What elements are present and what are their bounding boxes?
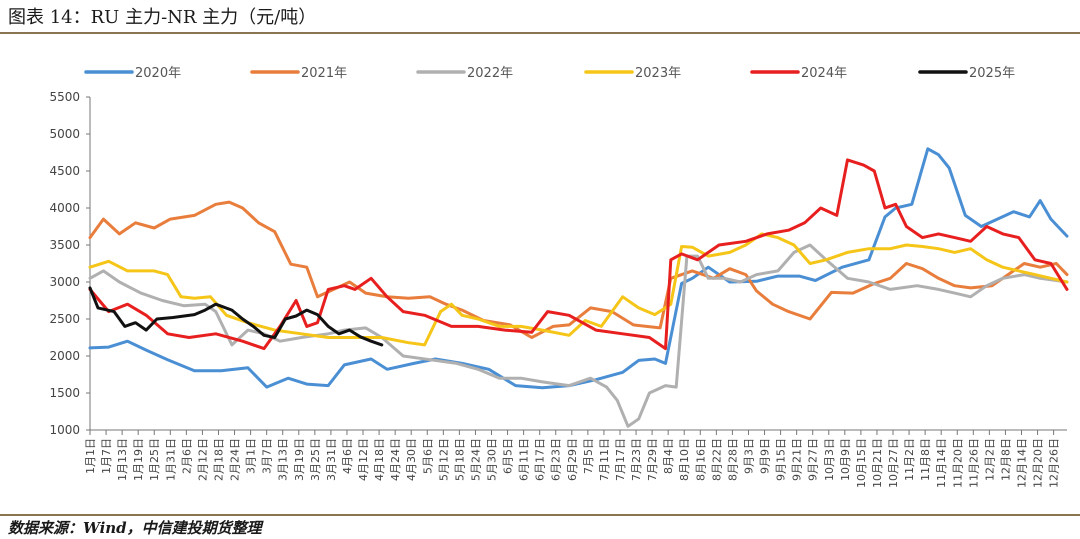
y-tick-label: 3000	[49, 275, 80, 289]
x-tick-label: 4月24日	[389, 438, 402, 481]
x-tick-label: 7月5日	[582, 438, 595, 474]
x-tick-label: 3月7日	[261, 438, 274, 474]
title-divider	[0, 32, 1080, 34]
x-tick-label: 1月7日	[100, 438, 113, 474]
x-tick-label: 4月18日	[373, 438, 386, 481]
x-tick-label: 1月19日	[132, 438, 145, 481]
legend-label-2025年: 2025年	[969, 66, 1015, 81]
x-tick-label: 3月13日	[277, 438, 290, 481]
x-tick-label: 7月29日	[646, 438, 659, 481]
x-tick-label: 5月18日	[453, 438, 466, 481]
x-tick-label: 2月6日	[180, 438, 193, 474]
y-tick-label: 3500	[49, 238, 80, 252]
x-tick-label: 12月2日	[983, 438, 996, 481]
y-tick-label: 1000	[49, 423, 80, 437]
x-tick-label: 9月3日	[742, 438, 755, 474]
x-tick-label: 9月27日	[807, 438, 820, 481]
line-chart: 2020年 2021年 2022年 2023年 2024年 2025年 1000 1500 2…	[49, 66, 1069, 488]
legend-label-2022年: 2022年	[467, 66, 513, 81]
x-tick-label: 3月1日	[245, 438, 258, 474]
series-line-2025年	[88, 286, 384, 347]
x-tick-label: 8月10日	[678, 438, 691, 481]
x-tick-label: 5月24日	[469, 438, 482, 481]
legend-label-2024年: 2024年	[801, 66, 847, 81]
series-line-2021年	[88, 200, 1069, 339]
x-tick-label: 3月25日	[309, 438, 322, 481]
legend-label-2021年: 2021年	[301, 66, 347, 81]
y-tick-label: 4500	[49, 164, 80, 178]
x-tick-label: 6月5日	[502, 438, 515, 474]
x-tick-label: 12月8日	[999, 438, 1012, 481]
legend: 2020年 2021年 2022年 2023年 2024年 2025年	[84, 66, 1015, 81]
x-tick-label: 2月12日	[196, 438, 209, 481]
x-tick-label: 1月31日	[164, 438, 177, 481]
x-axis: 1月1日 1月7日 1月13日 1月19日 1月25日 1月31日 2月6日 2月12日 2月1…	[84, 429, 1067, 488]
x-tick-label: 8月4日	[662, 438, 675, 474]
data-source: 数据来源：Wind，中信建投期货整理	[8, 519, 262, 537]
x-tick-label: 3月31日	[325, 438, 338, 481]
x-tick-label: 1月13日	[116, 438, 129, 481]
x-tick-label: 1月25日	[148, 438, 161, 481]
legend-label-2020年: 2020年	[135, 66, 181, 81]
x-tick-label: 6月23日	[550, 438, 563, 481]
x-tick-label: 3月19日	[293, 438, 306, 481]
series-layer	[88, 147, 1069, 428]
x-tick-label: 2月24日	[229, 438, 242, 481]
series-line-2020年	[88, 147, 1069, 390]
x-tick-label: 11月2日	[903, 438, 916, 481]
x-tick-label: 5月30日	[486, 438, 499, 481]
y-axis: 1000 1500 2000 2500 3000 3500 4000 4500 5000 5500	[49, 90, 91, 437]
y-tick-label: 5500	[49, 90, 80, 104]
x-tick-label: 6月11日	[518, 438, 531, 481]
x-tick-label: 8月16日	[694, 438, 707, 481]
x-tick-label: 10月27日	[887, 438, 900, 488]
x-tick-label: 7月23日	[630, 438, 643, 481]
y-tick-label: 4000	[49, 201, 80, 215]
x-tick-label: 8月28日	[726, 438, 739, 481]
x-tick-label: 7月17日	[614, 438, 627, 481]
x-tick-label: 9月21日	[791, 438, 804, 481]
x-tick-label: 2月18日	[212, 438, 225, 481]
x-tick-label: 8月22日	[710, 438, 723, 481]
series-line-2022年	[88, 243, 1069, 428]
chart-title: 图表 14：RU 主力-NR 主力（元/吨）	[8, 7, 317, 28]
x-tick-label: 5月12日	[437, 438, 450, 481]
y-tick-label: 5000	[49, 127, 80, 141]
x-tick-label: 12月20日	[1032, 438, 1045, 488]
y-tick-label: 2500	[49, 312, 80, 326]
x-tick-label: 9月15日	[775, 438, 788, 481]
y-tick-label: 2000	[49, 349, 80, 363]
legend-label-2023年: 2023年	[635, 66, 681, 81]
x-tick-label: 10月3日	[823, 438, 836, 481]
x-tick-label: 11月20日	[951, 438, 964, 488]
x-tick-label: 11月8日	[919, 438, 932, 481]
footer-divider	[0, 514, 1080, 516]
x-tick-label: 7月11日	[598, 438, 611, 481]
x-tick-label: 4月12日	[357, 438, 370, 481]
x-tick-label: 6月29日	[566, 438, 579, 481]
x-tick-label: 10月9日	[839, 438, 852, 481]
series-line-2023年	[88, 232, 1069, 347]
x-tick-label: 5月6日	[421, 438, 434, 474]
x-tick-label: 10月15日	[855, 438, 868, 488]
x-tick-label: 6月17日	[534, 438, 547, 481]
x-tick-label: 10月21日	[871, 438, 884, 488]
y-tick-label: 1500	[49, 386, 80, 400]
x-tick-label: 9月9日	[759, 438, 772, 474]
x-tick-label: 12月14日	[1015, 438, 1028, 488]
x-tick-label: 11月14日	[935, 438, 948, 488]
x-tick-label: 4月6日	[341, 438, 354, 474]
x-tick-label: 12月26日	[1048, 438, 1061, 488]
x-tick-label: 1月1日	[84, 438, 97, 474]
x-tick-label: 11月26日	[967, 438, 980, 488]
x-tick-label: 4月30日	[405, 438, 418, 481]
